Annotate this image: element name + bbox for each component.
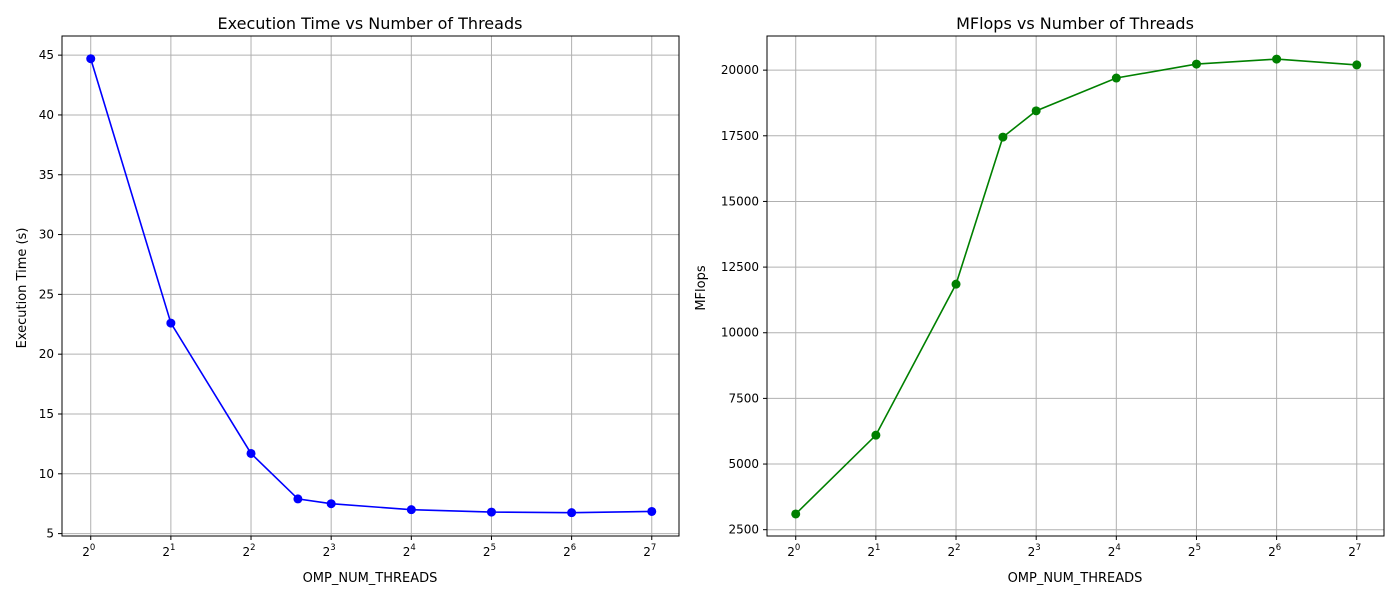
data-point bbox=[166, 318, 176, 328]
mflops-chart: MFlops vs Number of Threads 20 21 22 23 24 25… bbox=[694, 14, 1385, 586]
y-tick-label: 5000 bbox=[728, 457, 759, 471]
data-point bbox=[791, 509, 801, 519]
x-tick-label: 21 bbox=[162, 543, 175, 559]
x-axis-ticks: 20 21 22 23 24 25 26 27 bbox=[787, 536, 1361, 559]
y-tick-label: 30 bbox=[39, 228, 54, 242]
data-point bbox=[1031, 106, 1041, 116]
series-lines bbox=[89, 58, 652, 514]
data-point bbox=[246, 448, 256, 458]
y-tick-label: 45 bbox=[39, 48, 54, 62]
x-tick-label: 25 bbox=[483, 543, 496, 559]
data-point bbox=[1272, 54, 1282, 64]
data-point bbox=[871, 430, 881, 440]
series-points bbox=[86, 54, 657, 518]
data-point bbox=[1352, 60, 1362, 70]
y-tick-label: 35 bbox=[39, 168, 54, 182]
y-tick-label: 20000 bbox=[721, 63, 759, 77]
series-lines bbox=[795, 58, 1357, 515]
y-axis-ticks: 2500 5000 7500 10000 12500 15000 17500 20000 bbox=[721, 63, 767, 537]
data-point bbox=[326, 499, 336, 509]
x-axis-label: OMP_NUM_THREADS bbox=[1008, 571, 1143, 586]
y-tick-label: 40 bbox=[39, 108, 54, 122]
series-line bbox=[795, 58, 1357, 515]
y-axis-label: MFlops bbox=[694, 265, 709, 311]
grid bbox=[767, 36, 1384, 536]
series-line bbox=[89, 58, 652, 514]
x-axis-ticks: 20 21 22 23 24 25 26 27 bbox=[82, 536, 656, 559]
x-tick-label: 22 bbox=[242, 543, 255, 559]
data-point bbox=[951, 279, 961, 289]
x-tick-label: 25 bbox=[1188, 543, 1201, 559]
y-axis-label: Execution Time (s) bbox=[15, 228, 30, 349]
chart-title: MFlops vs Number of Threads bbox=[956, 14, 1194, 33]
y-tick-label: 12500 bbox=[721, 260, 759, 274]
y-tick-label: 5 bbox=[46, 527, 54, 541]
x-tick-label: 26 bbox=[563, 543, 576, 559]
y-tick-label: 2500 bbox=[728, 523, 759, 537]
y-tick-label: 17500 bbox=[721, 129, 759, 143]
y-axis-ticks: 5 10 15 20 25 30 35 40 45 bbox=[39, 48, 62, 541]
x-tick-label: 24 bbox=[1108, 543, 1121, 559]
data-point bbox=[1191, 59, 1201, 69]
data-point bbox=[486, 507, 496, 517]
y-tick-label: 15000 bbox=[721, 194, 759, 208]
data-point bbox=[406, 505, 416, 515]
grid bbox=[62, 36, 679, 536]
plot-frame bbox=[766, 35, 1385, 537]
x-tick-label: 27 bbox=[1348, 543, 1361, 559]
y-tick-label: 15 bbox=[39, 407, 54, 421]
x-tick-label: 24 bbox=[403, 543, 416, 559]
y-tick-label: 25 bbox=[39, 287, 54, 301]
data-point bbox=[647, 506, 657, 516]
x-tick-label: 20 bbox=[787, 543, 800, 559]
data-point bbox=[998, 132, 1008, 142]
execution-time-chart: Execution Time vs Number of Threads 20 21… bbox=[15, 14, 680, 586]
y-tick-label: 10 bbox=[39, 467, 54, 481]
x-tick-label: 23 bbox=[323, 543, 336, 559]
plot-frame bbox=[61, 35, 680, 537]
x-tick-label: 26 bbox=[1268, 543, 1281, 559]
x-axis-label: OMP_NUM_THREADS bbox=[303, 571, 438, 586]
chart-title: Execution Time vs Number of Threads bbox=[218, 14, 523, 33]
data-point bbox=[293, 494, 303, 504]
data-point bbox=[567, 508, 577, 518]
data-point bbox=[1111, 73, 1121, 83]
y-tick-label: 7500 bbox=[728, 391, 759, 405]
x-tick-label: 20 bbox=[82, 543, 95, 559]
x-tick-label: 22 bbox=[947, 543, 960, 559]
x-tick-label: 21 bbox=[867, 543, 880, 559]
data-point bbox=[86, 54, 96, 64]
y-tick-label: 10000 bbox=[721, 326, 759, 340]
series-points bbox=[791, 54, 1362, 519]
x-tick-label: 27 bbox=[643, 543, 656, 559]
x-tick-label: 23 bbox=[1028, 543, 1041, 559]
y-tick-label: 20 bbox=[39, 347, 54, 361]
